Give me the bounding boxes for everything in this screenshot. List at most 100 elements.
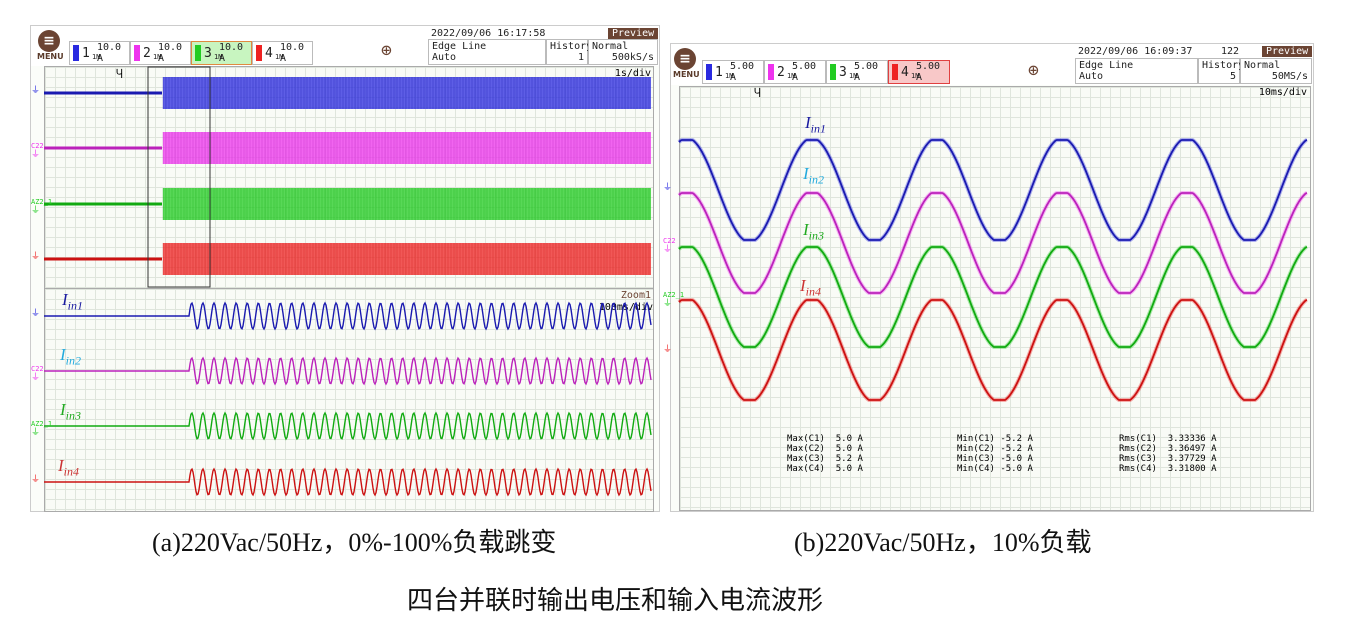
channel-number: 4: [265, 46, 273, 61]
label-sub: in2: [65, 353, 82, 368]
trace-ch1-overview-envelope: [163, 77, 651, 109]
ground-icon: ⏚: [31, 206, 41, 216]
ground-marker-ch4[interactable]: ⏚: [31, 476, 40, 485]
channel-scale: 5.00 A: [916, 61, 941, 83]
channel-coupling: 1M: [911, 72, 920, 80]
channel-3-button[interactable]: 3 5.00 A 1M: [826, 60, 888, 84]
channel-2-button[interactable]: 2 5.00 A 1M: [764, 60, 826, 84]
timebase: 1s/div: [614, 68, 651, 79]
menu-button[interactable]: ≡ MENU: [673, 48, 700, 79]
channel-scale: 5.00 A: [792, 61, 817, 83]
preview-badge[interactable]: Preview: [1262, 46, 1313, 57]
ground-marker-ch2[interactable]: C22 ⏚: [663, 237, 676, 255]
label-sub: in4: [63, 464, 80, 479]
zoom-magnifier-icon[interactable]: ⊕: [1028, 60, 1039, 81]
acquisition-info[interactable]: Normal 50MS/s: [1240, 58, 1312, 84]
channel-scale: 5.00 A: [730, 61, 755, 83]
trace-label-in1: Iin1: [805, 113, 826, 136]
trace-label-in1: Iin1: [62, 290, 83, 313]
ground-marker-ch3[interactable]: AZ2_1 ⏚: [31, 198, 52, 216]
label-sub: in3: [65, 408, 82, 423]
measurement: Max(C2) 5.0 A: [787, 444, 863, 454]
label-sub: in3: [808, 228, 825, 243]
channel-number: 3: [204, 46, 212, 61]
label-sub: in1: [810, 121, 827, 136]
trace-label-in4: Iin4: [800, 276, 821, 299]
ground-marker-ch4[interactable]: ⏚: [31, 253, 40, 262]
acquisition-info[interactable]: Normal 500kS/s: [588, 39, 658, 65]
trigger-info[interactable]: Edge Line Auto: [428, 39, 546, 65]
ground-marker-ch4[interactable]: ⏚: [663, 346, 672, 355]
history-info[interactable]: History 1: [546, 39, 593, 65]
menu-label: MENU: [673, 70, 700, 79]
trace-ch3-overview-envelope: [163, 188, 651, 220]
ground-marker-ch1[interactable]: ⏚: [31, 87, 40, 96]
min-measurements: Min(C1) -5.2 A Min(C2) -5.2 A Min(C3) -5.0…: [957, 434, 1033, 474]
ground-label: C22: [31, 142, 44, 150]
channel-scale: 10.0 A: [158, 42, 183, 64]
trace-label-in2: Iin2: [60, 345, 81, 368]
ground-label: C22: [663, 237, 676, 245]
channel-4-button[interactable]: 4 10.0 A 1M: [252, 41, 313, 65]
history-info[interactable]: History 5: [1198, 58, 1245, 84]
label-base: I: [58, 456, 64, 475]
label-sub: in2: [808, 172, 825, 187]
channel-coupling: 1M: [787, 72, 796, 80]
datetime: 2022/09/06 16:09:37: [1078, 46, 1193, 57]
trace-label-in2: Iin2: [803, 164, 824, 187]
trigger-info[interactable]: Edge Line Auto: [1075, 58, 1198, 84]
ground-marker-ch1[interactable]: ⏚: [31, 310, 40, 319]
channel-number: 1: [82, 46, 90, 61]
ground-icon: ⏚: [31, 252, 41, 262]
ground-marker-ch3[interactable]: AZ2_1 ⏚: [31, 420, 52, 438]
trace-ch4-overview-envelope: [163, 243, 651, 275]
channel-4-button[interactable]: 4 5.00 A 1M: [888, 60, 950, 84]
acq-mode: Normal: [592, 41, 629, 52]
history-value: 5: [1229, 71, 1236, 82]
channel-2-button[interactable]: 2 10.0 A 1M: [130, 41, 191, 65]
measurement: Rms(C4) 3.31800 A: [1119, 464, 1217, 474]
measurement: Min(C4) -5.0 A: [957, 464, 1033, 474]
preview-badge[interactable]: Preview: [608, 28, 659, 39]
ground-marker-ch1[interactable]: ⏚: [663, 184, 672, 193]
trace-ch1-overview-carrier: [162, 77, 650, 109]
menu-button[interactable]: ≡ MENU: [37, 30, 64, 61]
measurement: Max(C3) 5.2 A: [787, 454, 863, 464]
trigger-position-icon[interactable]: Ⴗ: [754, 87, 761, 100]
oscilloscope-panel-b: ≡ MENU 1 5.00 A 1M 2 5.00 A 1M 3 5.00 A 1M 4 5.00 A…: [670, 43, 1314, 512]
channel-coupling: 1M: [275, 53, 284, 61]
measurement: Min(C1) -5.2 A: [957, 434, 1033, 444]
history-value: 1: [577, 52, 584, 63]
waveform-grid: [679, 86, 1311, 511]
channel-1-button[interactable]: 1 5.00 A 1M: [702, 60, 764, 84]
history-label: History: [1202, 60, 1245, 71]
trace-ch3-overview-carrier: [162, 188, 650, 220]
ground-icon: ⏚: [663, 299, 673, 309]
ground-marker-ch2[interactable]: C22 ⏚: [31, 365, 44, 383]
channel-3-button[interactable]: 3 10.0 A 1M: [191, 41, 252, 65]
sample-rate: 500kS/s: [611, 52, 654, 63]
trace-ch2: [678, 192, 1308, 294]
menu-icon: ≡: [674, 48, 696, 70]
zoom-magnifier-icon[interactable]: ⊕: [381, 40, 392, 61]
channel-number: 3: [839, 65, 847, 80]
trigger-mode: Auto: [1079, 71, 1104, 82]
measurement: Max(C1) 5.0 A: [787, 434, 863, 444]
channel-color-swatch: [830, 64, 836, 80]
trigger-position-icon[interactable]: Ⴗ: [116, 68, 123, 81]
zoom-window-box[interactable]: [147, 66, 211, 288]
trace-ch4: [678, 299, 1308, 401]
measurement: Max(C4) 5.0 A: [787, 464, 863, 474]
channel-color-swatch: [892, 64, 898, 80]
channel-coupling: 1M: [214, 53, 223, 61]
history-label: History: [550, 41, 593, 52]
trigger-type: Edge Line: [432, 41, 487, 52]
ground-marker-ch2[interactable]: C22 ⏚: [31, 142, 44, 160]
label-base: I: [60, 400, 66, 419]
ground-marker-ch3[interactable]: AZ2_1 ⏚: [663, 291, 684, 309]
ground-icon: ⏚: [31, 475, 41, 485]
menu-icon: ≡: [38, 30, 60, 52]
channel-color-swatch: [134, 45, 140, 61]
channel-1-button[interactable]: 1 10.0 A 1M: [69, 41, 130, 65]
measurement: Rms(C2) 3.36497 A: [1119, 444, 1217, 454]
